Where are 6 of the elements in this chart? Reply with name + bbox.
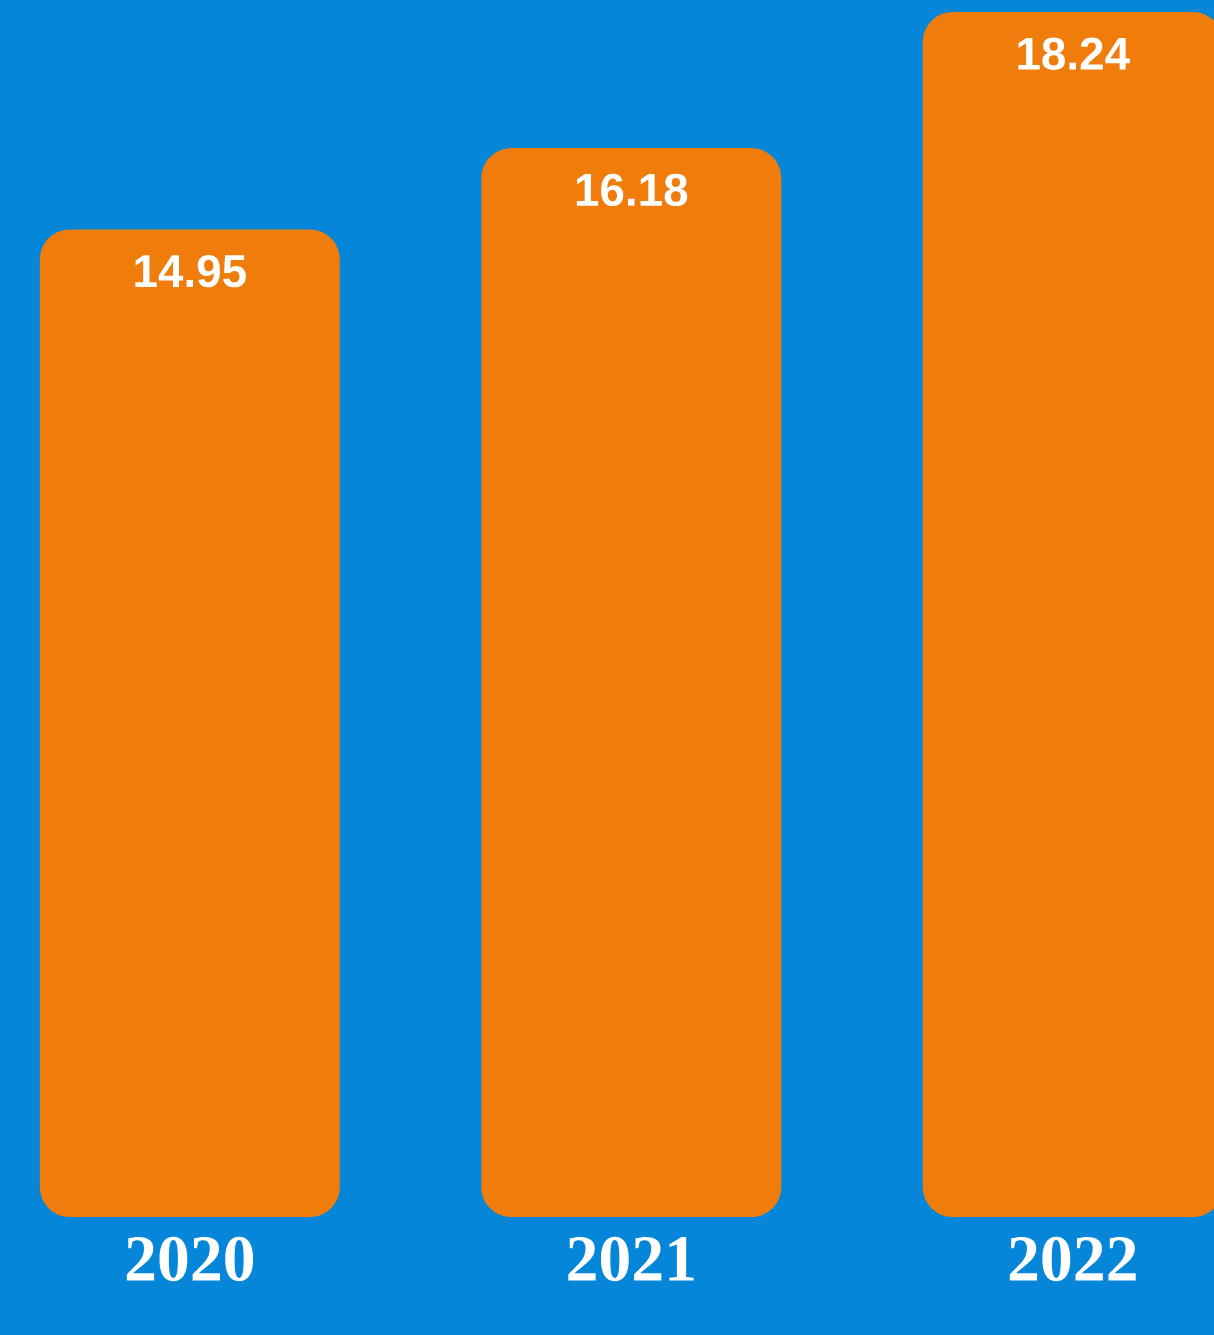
x-tick-label: 2021	[568, 1236, 694, 1282]
x-tick-label: 2022	[1009, 1236, 1136, 1282]
data-label: 14.95	[135, 254, 246, 288]
x-tick-label: 2020	[126, 1236, 254, 1282]
data-label: 16.18	[576, 173, 688, 207]
data-label: 18.24	[1018, 37, 1130, 71]
